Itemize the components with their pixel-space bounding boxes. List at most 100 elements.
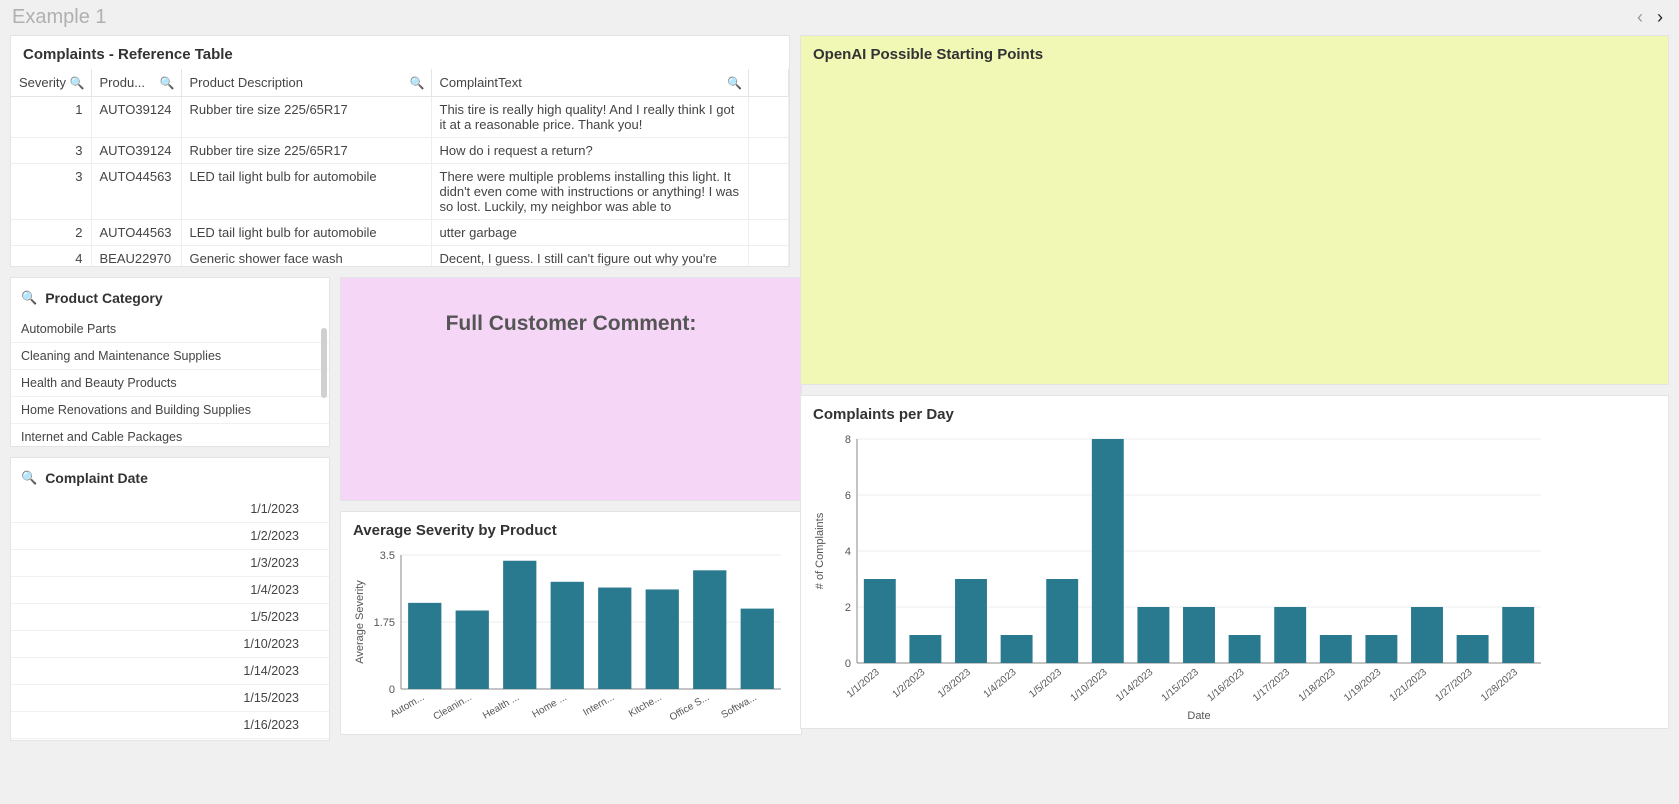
- list-item[interactable]: 1/5/2023: [11, 604, 329, 631]
- scrollbar[interactable]: [321, 328, 327, 398]
- severity-chart-panel: Average Severity by Product 01.753.5Auto…: [340, 511, 802, 735]
- table-row[interactable]: 3AUTO39124Rubber tire size 225/65R17How …: [11, 138, 789, 164]
- svg-text:Kitche...: Kitche...: [627, 692, 664, 720]
- column-header[interactable]: ComplaintText🔍: [431, 69, 749, 97]
- search-icon[interactable]: 🔍: [727, 76, 742, 90]
- svg-text:1/16/2023: 1/16/2023: [1205, 667, 1246, 704]
- svg-text:1/1/2023: 1/1/2023: [845, 667, 882, 701]
- list-item[interactable]: 1/14/2023: [11, 658, 329, 685]
- chart-bar[interactable]: [503, 561, 536, 689]
- chart-bar[interactable]: [693, 570, 726, 689]
- chart-bar[interactable]: [741, 609, 774, 689]
- chart-bar[interactable]: [408, 603, 441, 689]
- column-header[interactable]: Severity🔍: [11, 69, 91, 97]
- table-cell: utter garbage: [431, 220, 749, 246]
- table-cell: LED tail light bulb for automobile: [181, 220, 431, 246]
- list-item[interactable]: 1/4/2023: [11, 577, 329, 604]
- table-cell: 1: [11, 97, 91, 138]
- table-row[interactable]: 1AUTO39124Rubber tire size 225/65R17This…: [11, 97, 789, 138]
- table-cell: BEAU22970: [91, 246, 181, 268]
- chart-bar[interactable]: [909, 635, 941, 663]
- list-item[interactable]: 1/10/2023: [11, 631, 329, 658]
- svg-text:Autom...: Autom...: [388, 692, 426, 720]
- list-item[interactable]: Cleaning and Maintenance Supplies: [11, 343, 329, 370]
- svg-text:Softwa...: Softwa...: [720, 692, 759, 721]
- chart-bar[interactable]: [1502, 607, 1534, 663]
- svg-text:Office S...: Office S...: [668, 692, 711, 723]
- svg-text:1/3/2023: 1/3/2023: [936, 667, 973, 701]
- cpd-chart[interactable]: 024681/1/20231/2/20231/3/20231/4/20231/5…: [811, 433, 1551, 723]
- openai-panel: OpenAI Possible Starting Points: [800, 35, 1669, 385]
- search-icon[interactable]: 🔍: [410, 76, 425, 90]
- svg-text:0: 0: [389, 684, 395, 696]
- svg-text:1/17/2023: 1/17/2023: [1251, 667, 1292, 704]
- product-category-label: Product Category: [45, 290, 162, 306]
- table-cell: 2: [11, 220, 91, 246]
- chart-bar[interactable]: [1001, 635, 1033, 663]
- search-icon[interactable]: 🔍: [21, 470, 37, 486]
- chart-bar[interactable]: [1320, 635, 1352, 663]
- table-cell: This tire is really high quality! And I …: [431, 97, 749, 138]
- severity-chart[interactable]: 01.753.5Autom...Cleanin...Health ...Home…: [351, 549, 791, 729]
- reference-table-title: Complaints - Reference Table: [11, 36, 789, 69]
- table-cell: AUTO39124: [91, 138, 181, 164]
- chart-bar[interactable]: [1183, 607, 1215, 663]
- table-row[interactable]: 2AUTO44563LED tail light bulb for automo…: [11, 220, 789, 246]
- svg-text:1/19/2023: 1/19/2023: [1342, 667, 1383, 704]
- list-item[interactable]: Home Renovations and Building Supplies: [11, 397, 329, 424]
- full-comment-panel: Full Customer Comment:: [340, 277, 802, 501]
- table-cell: LED tail light bulb for automobile: [181, 164, 431, 220]
- table-cell: 3: [11, 138, 91, 164]
- svg-text:Cleanin...: Cleanin...: [432, 692, 474, 723]
- chart-bar[interactable]: [1411, 607, 1443, 663]
- list-item[interactable]: 1/16/2023: [11, 712, 329, 739]
- complaints-per-day-panel: Complaints per Day 024681/1/20231/2/2023…: [800, 395, 1669, 729]
- list-item[interactable]: 1/3/2023: [11, 550, 329, 577]
- svg-text:1/27/2023: 1/27/2023: [1433, 667, 1474, 704]
- svg-text:1/28/2023: 1/28/2023: [1479, 667, 1520, 704]
- search-icon[interactable]: 🔍: [21, 290, 37, 306]
- chart-bar[interactable]: [1457, 635, 1489, 663]
- svg-text:1/18/2023: 1/18/2023: [1297, 667, 1338, 704]
- svg-text:# of Complaints: # of Complaints: [814, 512, 826, 589]
- chart-bar[interactable]: [1229, 635, 1261, 663]
- list-item[interactable]: Internet and Cable Packages: [11, 424, 329, 447]
- chart-bar[interactable]: [1274, 607, 1306, 663]
- chart-bar[interactable]: [1046, 579, 1078, 663]
- page-title: Example 1: [12, 6, 107, 29]
- svg-text:Health ...: Health ...: [481, 692, 521, 722]
- chart-bar[interactable]: [456, 611, 489, 689]
- table-row[interactable]: 4BEAU22970Generic shower face washDecent…: [11, 246, 789, 268]
- chart-bar[interactable]: [1137, 607, 1169, 663]
- severity-chart-title: Average Severity by Product: [341, 512, 801, 545]
- column-header[interactable]: Product Description🔍: [181, 69, 431, 97]
- column-header[interactable]: Produ...🔍: [91, 69, 181, 97]
- list-item[interactable]: 1/15/2023: [11, 685, 329, 712]
- reference-table: Severity🔍Produ...🔍Product Description🔍Co…: [11, 69, 789, 267]
- search-icon[interactable]: 🔍: [70, 76, 85, 90]
- chart-bar[interactable]: [598, 588, 631, 689]
- chart-bar[interactable]: [955, 579, 987, 663]
- table-row[interactable]: 3AUTO44563LED tail light bulb for automo…: [11, 164, 789, 220]
- svg-text:Home ...: Home ...: [531, 692, 569, 720]
- chart-bar[interactable]: [864, 579, 896, 663]
- list-item[interactable]: Health and Beauty Products: [11, 370, 329, 397]
- chart-bar[interactable]: [646, 589, 679, 689]
- complaint-date-filter-panel: 🔍 Complaint Date 1/1/20231/2/20231/3/202…: [10, 457, 330, 741]
- svg-text:1/15/2023: 1/15/2023: [1160, 667, 1201, 704]
- chart-bar[interactable]: [1365, 635, 1397, 663]
- search-icon[interactable]: 🔍: [160, 76, 175, 90]
- product-category-filter-panel: 🔍 Product Category Automobile PartsClean…: [10, 277, 330, 447]
- chart-bar[interactable]: [1092, 439, 1124, 663]
- next-story-button[interactable]: ›: [1653, 7, 1667, 28]
- chart-bar[interactable]: [551, 582, 584, 689]
- table-cell: Decent, I guess. I still can't figure ou…: [431, 246, 749, 268]
- list-item[interactable]: 1/1/2023: [11, 496, 329, 523]
- svg-text:Date: Date: [1187, 710, 1210, 722]
- svg-text:8: 8: [845, 434, 851, 446]
- list-item[interactable]: Automobile Parts: [11, 316, 329, 343]
- table-cell: How do i request a return?: [431, 138, 749, 164]
- prev-story-button[interactable]: ‹: [1633, 7, 1647, 28]
- list-item[interactable]: 1/2/2023: [11, 523, 329, 550]
- svg-text:Average Severity: Average Severity: [354, 580, 366, 664]
